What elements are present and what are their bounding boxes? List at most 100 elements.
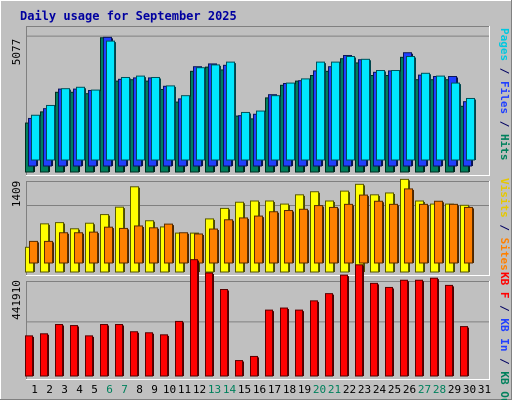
bar-kb-f-day-20 bbox=[310, 300, 318, 377]
bar-sites-day-3 bbox=[59, 232, 68, 264]
visits-sites-panel bbox=[25, 178, 490, 276]
day-label-30: 30 bbox=[463, 383, 476, 396]
bar-sites-day-19 bbox=[299, 208, 308, 264]
bar-pages-day-1 bbox=[31, 114, 40, 161]
bar-kb-f-day-23 bbox=[355, 264, 363, 377]
bar-kb-f-day-25 bbox=[385, 286, 393, 377]
legend-part: Hits bbox=[498, 134, 511, 161]
bar-sites-day-30 bbox=[464, 206, 473, 264]
bar-pages-day-4 bbox=[76, 86, 85, 161]
bar-kb-f-day-26 bbox=[400, 279, 408, 377]
bar-kb-f-day-4 bbox=[70, 325, 78, 377]
kbytes-panel bbox=[25, 259, 490, 380]
bar-sites-day-28 bbox=[434, 200, 443, 264]
bar-sites-day-13 bbox=[209, 228, 218, 264]
bar-sites-day-2 bbox=[44, 240, 53, 264]
bar-pages-day-9 bbox=[151, 76, 160, 161]
day-label-23: 23 bbox=[358, 383, 371, 396]
bar-kb-f-day-17 bbox=[265, 309, 273, 377]
day-label-27: 27 bbox=[418, 383, 431, 396]
bar-pages-day-23 bbox=[361, 58, 370, 161]
bar-pages-day-25 bbox=[391, 69, 400, 161]
bar-pages-day-16 bbox=[256, 110, 265, 161]
bar-kb-f-day-24 bbox=[370, 282, 378, 377]
bar-kb-f-day-3 bbox=[55, 324, 63, 377]
bar-sites-day-14 bbox=[224, 219, 233, 264]
bar-kb-f-day-14 bbox=[220, 289, 228, 377]
bar-kb-f-day-22 bbox=[340, 274, 348, 377]
bar-kb-f-day-9 bbox=[145, 332, 153, 377]
bar-pages-day-17 bbox=[271, 95, 280, 161]
hits-max-label: 5077 bbox=[10, 39, 23, 66]
day-label-2: 2 bbox=[46, 383, 53, 396]
day-label-21: 21 bbox=[328, 383, 341, 396]
legend-part: KB F bbox=[498, 272, 511, 299]
bar-pages-day-26 bbox=[406, 56, 415, 161]
bar-sites-day-7 bbox=[119, 227, 128, 264]
visits-legend: Visits / Sites bbox=[498, 178, 511, 271]
day-label-29: 29 bbox=[448, 383, 461, 396]
legend-part: / bbox=[498, 61, 511, 81]
chart-title: Daily usage for September 2025 bbox=[20, 9, 237, 23]
bar-sites-day-23 bbox=[359, 194, 368, 264]
bar-pages-day-5 bbox=[91, 89, 100, 161]
bar-sites-day-8 bbox=[134, 225, 143, 264]
bar-kb-f-day-16 bbox=[250, 355, 258, 377]
day-label-10: 10 bbox=[163, 383, 176, 396]
day-label-19: 19 bbox=[298, 383, 311, 396]
legend-part: Sites bbox=[498, 238, 511, 271]
bar-pages-day-10 bbox=[166, 85, 175, 161]
bar-kb-f-day-11 bbox=[175, 320, 183, 377]
bar-kb-f-day-1 bbox=[25, 335, 33, 377]
legend-part: / bbox=[498, 352, 511, 372]
bar-pages-day-12 bbox=[196, 67, 205, 161]
bar-kb-f-day-6 bbox=[100, 324, 108, 377]
bar-pages-day-14 bbox=[226, 61, 235, 161]
bar-kb-f-day-15 bbox=[235, 360, 243, 377]
bar-pages-day-3 bbox=[61, 88, 70, 161]
bar-kb-f-day-2 bbox=[40, 333, 48, 377]
bar-pages-day-21 bbox=[331, 61, 340, 161]
legend-part: / bbox=[498, 114, 511, 134]
day-label-15: 15 bbox=[238, 383, 251, 396]
legend-part: / bbox=[498, 299, 511, 319]
day-label-18: 18 bbox=[283, 383, 296, 396]
day-label-31: 31 bbox=[478, 383, 491, 396]
day-label-25: 25 bbox=[388, 383, 401, 396]
bar-pages-day-13 bbox=[211, 64, 220, 161]
day-label-8: 8 bbox=[136, 383, 143, 396]
bar-pages-day-22 bbox=[346, 56, 355, 161]
bar-sites-day-10 bbox=[164, 223, 173, 264]
kbytes-legend: KB F / KB In / KB Out bbox=[498, 272, 511, 400]
bar-pages-day-19 bbox=[301, 78, 310, 161]
bar-kb-f-day-21 bbox=[325, 293, 333, 377]
bar-kb-f-day-30 bbox=[460, 326, 468, 377]
hits-legend: Pages / Files / Hits bbox=[498, 28, 511, 161]
bar-sites-day-20 bbox=[314, 205, 323, 264]
bar-pages-day-15 bbox=[241, 111, 250, 161]
day-label-22: 22 bbox=[343, 383, 356, 396]
day-label-12: 12 bbox=[193, 383, 206, 396]
bar-sites-day-6 bbox=[104, 226, 113, 264]
bar-pages-day-29 bbox=[451, 82, 460, 161]
bar-sites-day-9 bbox=[149, 227, 158, 264]
legend-part: Pages bbox=[498, 28, 511, 61]
bar-pages-day-24 bbox=[376, 69, 385, 161]
day-label-5: 5 bbox=[91, 383, 98, 396]
bar-kb-f-day-18 bbox=[280, 307, 288, 377]
day-label-7: 7 bbox=[121, 383, 128, 396]
bar-sites-day-17 bbox=[269, 211, 278, 264]
bar-sites-day-27 bbox=[419, 203, 428, 264]
bar-kb-f-day-7 bbox=[115, 324, 123, 377]
bar-sites-day-1 bbox=[29, 240, 38, 264]
bar-sites-day-5 bbox=[89, 231, 98, 264]
legend-part: Visits bbox=[498, 178, 511, 218]
bar-kb-f-day-12 bbox=[190, 259, 198, 377]
bar-sites-day-18 bbox=[284, 210, 293, 264]
bar-sites-day-15 bbox=[239, 217, 248, 264]
day-label-11: 11 bbox=[178, 383, 191, 396]
day-label-4: 4 bbox=[76, 383, 83, 396]
day-label-1: 1 bbox=[31, 383, 38, 396]
bar-sites-day-4 bbox=[74, 232, 83, 264]
bar-pages-day-18 bbox=[286, 82, 295, 161]
